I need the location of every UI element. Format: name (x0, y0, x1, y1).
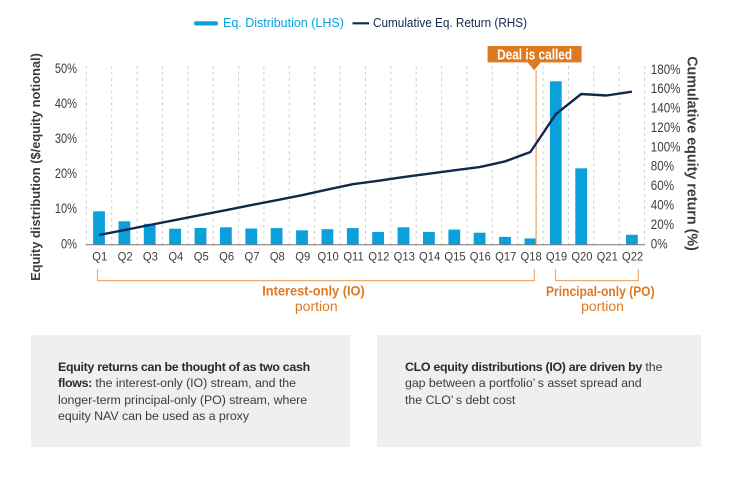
svg-text:Q13: Q13 (394, 249, 416, 264)
svg-text:Q10: Q10 (318, 249, 340, 264)
svg-text:Cumulative Eq. Return (RHS): Cumulative Eq. Return (RHS) (373, 16, 527, 30)
svg-text:20%: 20% (55, 166, 77, 182)
svg-text:Q1: Q1 (92, 249, 107, 264)
svg-text:Eq. Distribution (LHS): Eq. Distribution (LHS) (223, 16, 344, 30)
svg-text:Interest-only (IO): Interest-only (IO) (262, 283, 365, 299)
svg-text:Equity distribution ($/equity: Equity distribution ($/equity notional) (28, 53, 43, 281)
svg-text:0%: 0% (61, 236, 77, 252)
svg-text:Q15: Q15 (444, 249, 466, 264)
svg-text:Q4: Q4 (168, 249, 183, 264)
svg-text:40%: 40% (651, 196, 674, 212)
svg-text:20%: 20% (651, 216, 674, 232)
svg-text:Q20: Q20 (571, 249, 593, 264)
svg-text:Q16: Q16 (470, 249, 492, 264)
svg-text:portion: portion (295, 298, 338, 314)
svg-text:Q18: Q18 (521, 249, 543, 264)
svg-text:30%: 30% (55, 131, 77, 147)
svg-text:Q9: Q9 (295, 249, 310, 264)
svg-text:140%: 140% (651, 99, 681, 115)
svg-text:80%: 80% (651, 158, 674, 174)
svg-text:50%: 50% (55, 61, 77, 77)
svg-text:40%: 40% (55, 96, 77, 112)
svg-text:0%: 0% (651, 235, 668, 251)
svg-text:Cumulative equity return (%): Cumulative equity return (%) (684, 56, 700, 251)
svg-text:Q6: Q6 (219, 249, 234, 264)
svg-text:160%: 160% (651, 80, 681, 96)
svg-text:Q11: Q11 (343, 249, 363, 264)
svg-text:Q2: Q2 (118, 249, 133, 264)
svg-text:Q14: Q14 (419, 249, 441, 264)
svg-text:Principal-only (PO): Principal-only (PO) (546, 283, 655, 299)
svg-text:Q3: Q3 (143, 249, 158, 264)
svg-text:Q7: Q7 (245, 249, 260, 264)
svg-text:Q21: Q21 (597, 249, 618, 264)
svg-text:Q5: Q5 (194, 249, 209, 264)
svg-text:Deal is called: Deal is called (497, 46, 572, 63)
svg-text:180%: 180% (651, 61, 681, 77)
svg-text:Q17: Q17 (495, 249, 516, 264)
svg-text:Q22: Q22 (622, 249, 643, 264)
svg-text:portion: portion (581, 298, 624, 314)
svg-text:Q19: Q19 (546, 249, 568, 264)
svg-text:Q12: Q12 (368, 249, 389, 264)
svg-text:60%: 60% (651, 177, 674, 193)
svg-text:100%: 100% (651, 138, 681, 154)
svg-text:Q8: Q8 (270, 249, 285, 264)
svg-text:10%: 10% (55, 201, 77, 217)
svg-text:120%: 120% (651, 119, 681, 135)
